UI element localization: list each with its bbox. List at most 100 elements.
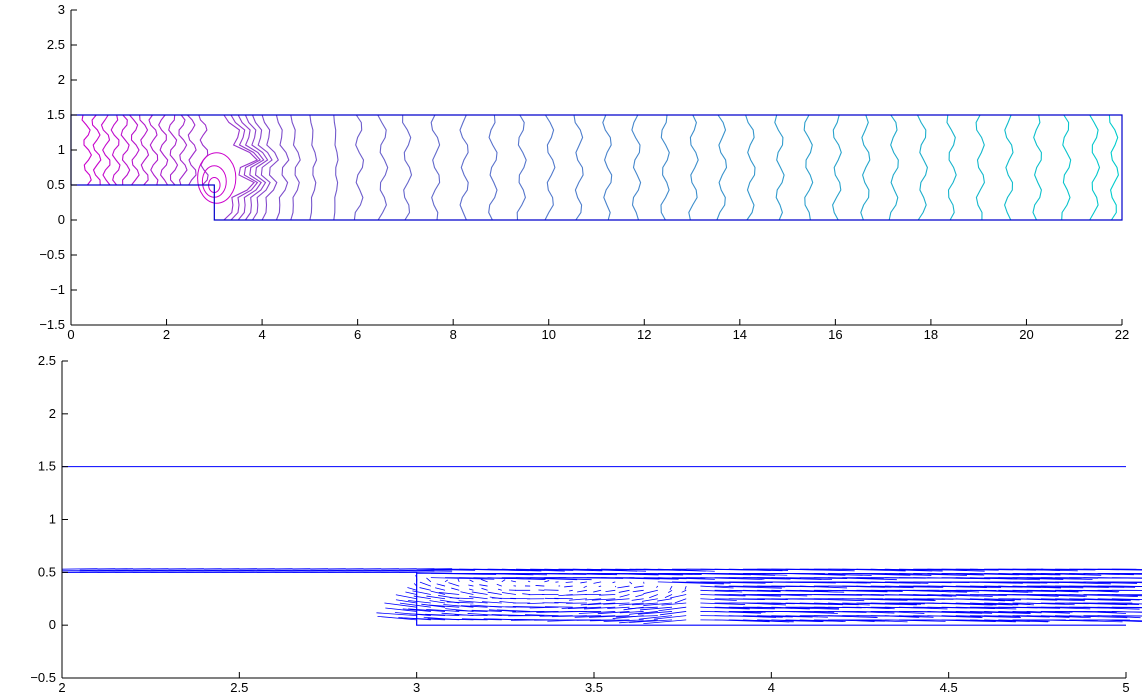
velocity-arrow (785, 615, 828, 618)
y-tick-label: 1.5 (38, 459, 56, 474)
velocity-arrow (558, 577, 624, 579)
x-tick-label: 6 (354, 327, 361, 342)
velocity-arrow (927, 577, 991, 580)
velocity-arrow (565, 581, 573, 583)
velocity-arrow (1111, 619, 1142, 622)
velocity-arrow (1026, 611, 1070, 614)
velocity-arrow (998, 619, 1050, 622)
contour-line (1108, 114, 1119, 221)
velocity-arrow (1111, 594, 1142, 597)
velocity-arrow (1083, 606, 1140, 610)
velocity-arrow (799, 598, 865, 602)
contour-line (333, 114, 339, 221)
velocity-arrow (487, 572, 548, 576)
velocity-arrow (527, 580, 531, 583)
x-tick-label: 4 (258, 327, 265, 342)
velocity-arrow (955, 611, 1031, 614)
velocity-arrow (561, 606, 587, 609)
velocity-arrow (574, 615, 616, 618)
velocity-arrow (632, 602, 658, 606)
velocity-arrow (589, 615, 630, 618)
velocity-arrow (426, 577, 432, 583)
velocity-arrow (527, 602, 545, 605)
velocity-arrow (454, 614, 488, 617)
velocity-arrow (585, 598, 602, 601)
contour-line (1032, 114, 1042, 221)
velocity-arrow (584, 606, 616, 610)
velocity-arrow (1040, 615, 1091, 619)
velocity-arrow (828, 615, 878, 619)
velocity-arrow (510, 580, 517, 583)
velocity-arrow (599, 594, 616, 596)
velocity-arrow (566, 594, 587, 596)
contour-line (120, 114, 131, 186)
velocity-arrow (856, 611, 895, 614)
velocity-arrow (842, 585, 885, 588)
velocity-arrow (629, 619, 673, 623)
velocity-arrow (913, 589, 952, 593)
velocity-arrow (1111, 581, 1142, 584)
velocity-arrow (510, 597, 531, 600)
velocity-arrow (481, 587, 488, 591)
velocity-arrow (430, 572, 497, 576)
velocity-arrow (469, 596, 488, 600)
velocity-arrow (617, 585, 630, 589)
velocity-arrow (984, 598, 1021, 601)
contour-line (198, 114, 209, 186)
velocity-arrow (384, 602, 417, 608)
velocity-arrow (828, 602, 870, 606)
velocity-arrow (487, 591, 502, 595)
velocity-arrow (700, 585, 734, 589)
y-tick-label: −0.5 (30, 670, 56, 685)
contour-line (488, 114, 498, 221)
velocity-arrow (771, 577, 833, 581)
velocity-arrow (578, 611, 616, 614)
velocity-arrow (700, 577, 765, 580)
y-tick-label: −1 (50, 282, 65, 297)
velocity-arrow (1111, 611, 1142, 613)
velocity-arrow (1111, 615, 1142, 617)
velocity-arrow (568, 589, 573, 592)
velocity-arrow (969, 589, 1029, 593)
velocity-arrow (487, 577, 546, 580)
velocity-arrow (884, 568, 943, 572)
velocity-arrow (480, 578, 488, 583)
velocity-arrow (799, 585, 848, 589)
velocity-arrow (998, 611, 1042, 614)
velocity-arrow (1083, 589, 1118, 593)
velocity-arrow (1097, 619, 1142, 622)
velocity-arrow (927, 611, 993, 614)
contour-line (244, 114, 269, 221)
contour-line (187, 114, 197, 186)
x-tick-label: 20 (1019, 327, 1033, 342)
velocity-arrow (593, 581, 602, 584)
contour-line (110, 114, 121, 186)
velocity-arrow (482, 601, 502, 604)
contour-line (716, 114, 728, 221)
velocity-arrow (700, 589, 743, 593)
velocity-arrow (799, 606, 840, 609)
velocity-arrow (635, 594, 644, 598)
velocity-arrow (530, 577, 592, 581)
contour-line (516, 114, 527, 221)
velocity-arrow (539, 615, 573, 617)
velocity-arrow (593, 589, 602, 593)
contour-line (237, 114, 265, 221)
contour-line (917, 114, 928, 221)
velocity-arrow (742, 602, 787, 606)
velocity-arrow (941, 594, 993, 597)
contour-line (1061, 114, 1072, 221)
channel-outline (70, 114, 1123, 221)
velocity-arrow (998, 602, 1034, 606)
velocity-arrow (568, 606, 602, 610)
velocity-arrow (884, 611, 925, 614)
velocity-arrow (955, 598, 1005, 602)
contour-line (100, 114, 111, 186)
y-tick-label: 0.5 (47, 177, 65, 192)
velocity-arrow (969, 598, 1015, 602)
velocity-arrow (842, 568, 906, 572)
velocity-arrow (742, 615, 793, 618)
velocity-arrow (429, 600, 446, 604)
velocity-arrow (583, 585, 588, 588)
contour-line (631, 114, 642, 221)
